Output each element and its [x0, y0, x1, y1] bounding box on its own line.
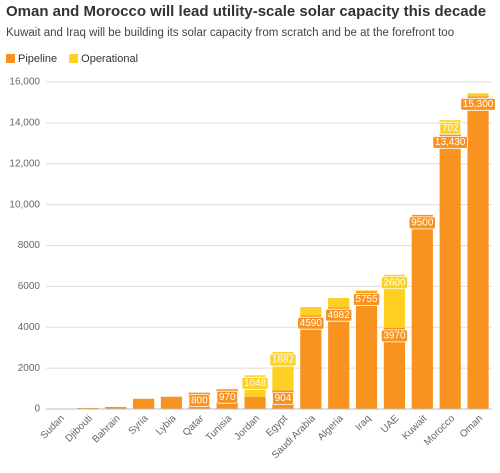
- x-tick-label: Tunisia: [204, 413, 235, 444]
- x-tick-label: Egypt: [264, 413, 290, 439]
- x-tick-label: Algeria: [316, 413, 346, 443]
- x-tick-label: Morocco: [422, 413, 457, 448]
- value-label: 1048: [244, 378, 267, 389]
- legend-swatch: [69, 54, 78, 63]
- x-tick-label: Qatar: [181, 413, 207, 439]
- value-label: 13,430: [435, 137, 466, 148]
- y-tick-label: 2000: [18, 363, 41, 374]
- y-tick-label: 6000: [18, 281, 41, 292]
- y-tick-label: 14,000: [9, 118, 40, 129]
- bar-segment: [356, 291, 377, 409]
- y-tick-label: 0: [34, 404, 40, 415]
- bar-segment: [244, 397, 265, 409]
- x-tick-label: Syria: [127, 413, 151, 437]
- x-tick-label: Lybia: [154, 413, 179, 438]
- y-tick-label: 16,000: [9, 77, 40, 88]
- value-label: 3970: [383, 331, 406, 342]
- y-tick-label: 8000: [18, 240, 41, 251]
- value-label: 1882: [272, 355, 295, 366]
- bar-segment: [356, 290, 377, 291]
- x-tick-label: Jordan: [233, 413, 262, 442]
- y-tick-label: 10,000: [9, 199, 40, 210]
- bar-segment: [328, 298, 349, 307]
- value-label: 4590: [300, 318, 323, 329]
- chart-subtitle: Kuwait and Iraq will be building its sol…: [6, 27, 454, 39]
- bar-segment: [412, 215, 433, 409]
- value-label: 970: [219, 392, 236, 403]
- bar-segment: [328, 307, 349, 409]
- bar-segment: [161, 397, 182, 409]
- value-label: 2600: [383, 277, 406, 288]
- y-tick-label: 12,000: [9, 158, 40, 169]
- y-tick-label: 4000: [18, 322, 41, 333]
- bar-segment: [133, 399, 154, 409]
- bar-segment: [300, 307, 321, 315]
- x-tick-label: Iraq: [354, 413, 374, 433]
- value-label: 9500: [411, 217, 434, 228]
- x-tick-label: Djibouti: [63, 413, 94, 444]
- value-label: 4982: [328, 310, 351, 321]
- bar-segment: [467, 93, 488, 96]
- value-label: 702: [442, 123, 459, 134]
- legend-label: Pipeline: [18, 53, 57, 65]
- chart-title: Oman and Morocco will lead utility-scale…: [6, 3, 486, 20]
- value-label: 904: [275, 393, 292, 404]
- legend-swatch: [6, 54, 15, 63]
- x-tick-label: UAE: [379, 413, 402, 436]
- value-label: 800: [191, 395, 208, 406]
- x-tick-label: Bahrain: [91, 413, 123, 445]
- legend-label: Operational: [81, 53, 138, 65]
- value-label: 5755: [355, 294, 378, 305]
- value-label: 15,300: [463, 99, 494, 110]
- bar-segment: [440, 135, 461, 409]
- x-tick-label: Oman: [458, 413, 485, 440]
- bar-segment: [467, 96, 488, 409]
